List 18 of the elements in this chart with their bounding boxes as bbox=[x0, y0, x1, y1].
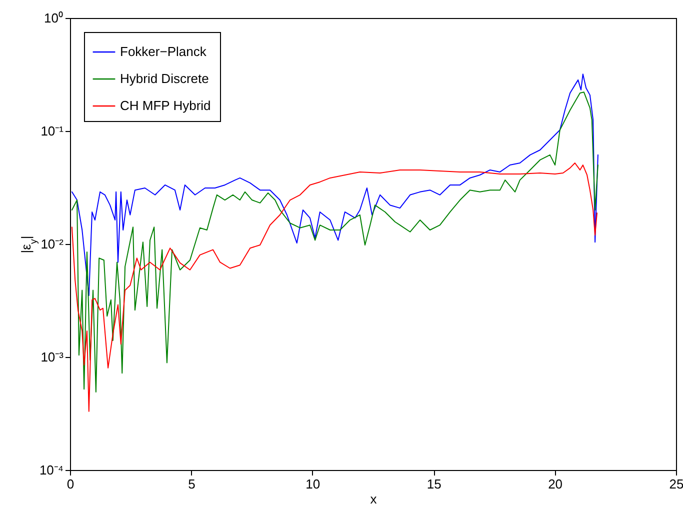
y-tick-label: 10⁻² bbox=[40, 236, 64, 252]
line-series bbox=[71, 162, 598, 412]
line-series bbox=[71, 74, 598, 296]
legend-label: Hybrid Discrete bbox=[120, 71, 209, 86]
y-tick-label: 10⁻¹ bbox=[40, 124, 64, 138]
line-series bbox=[71, 92, 598, 393]
x-tick-label: 25 bbox=[669, 476, 683, 492]
x-tick-label: 10 bbox=[306, 476, 320, 492]
x-tick-label: 0 bbox=[66, 476, 74, 492]
y-tick-label: 10⁰ bbox=[44, 10, 64, 26]
x-tick-label: 20 bbox=[548, 476, 563, 492]
x-tick-label: 5 bbox=[188, 476, 196, 492]
x-tick-label: 15 bbox=[426, 476, 442, 492]
legend-label: Fokker−Planck bbox=[120, 44, 207, 59]
legend-label: CH MFP Hybrid bbox=[120, 98, 211, 113]
y-tick-label: 10⁻⁴ bbox=[39, 462, 64, 478]
x-axis-title: x bbox=[370, 492, 378, 505]
y-tick-label: 10⁻³ bbox=[40, 350, 64, 364]
